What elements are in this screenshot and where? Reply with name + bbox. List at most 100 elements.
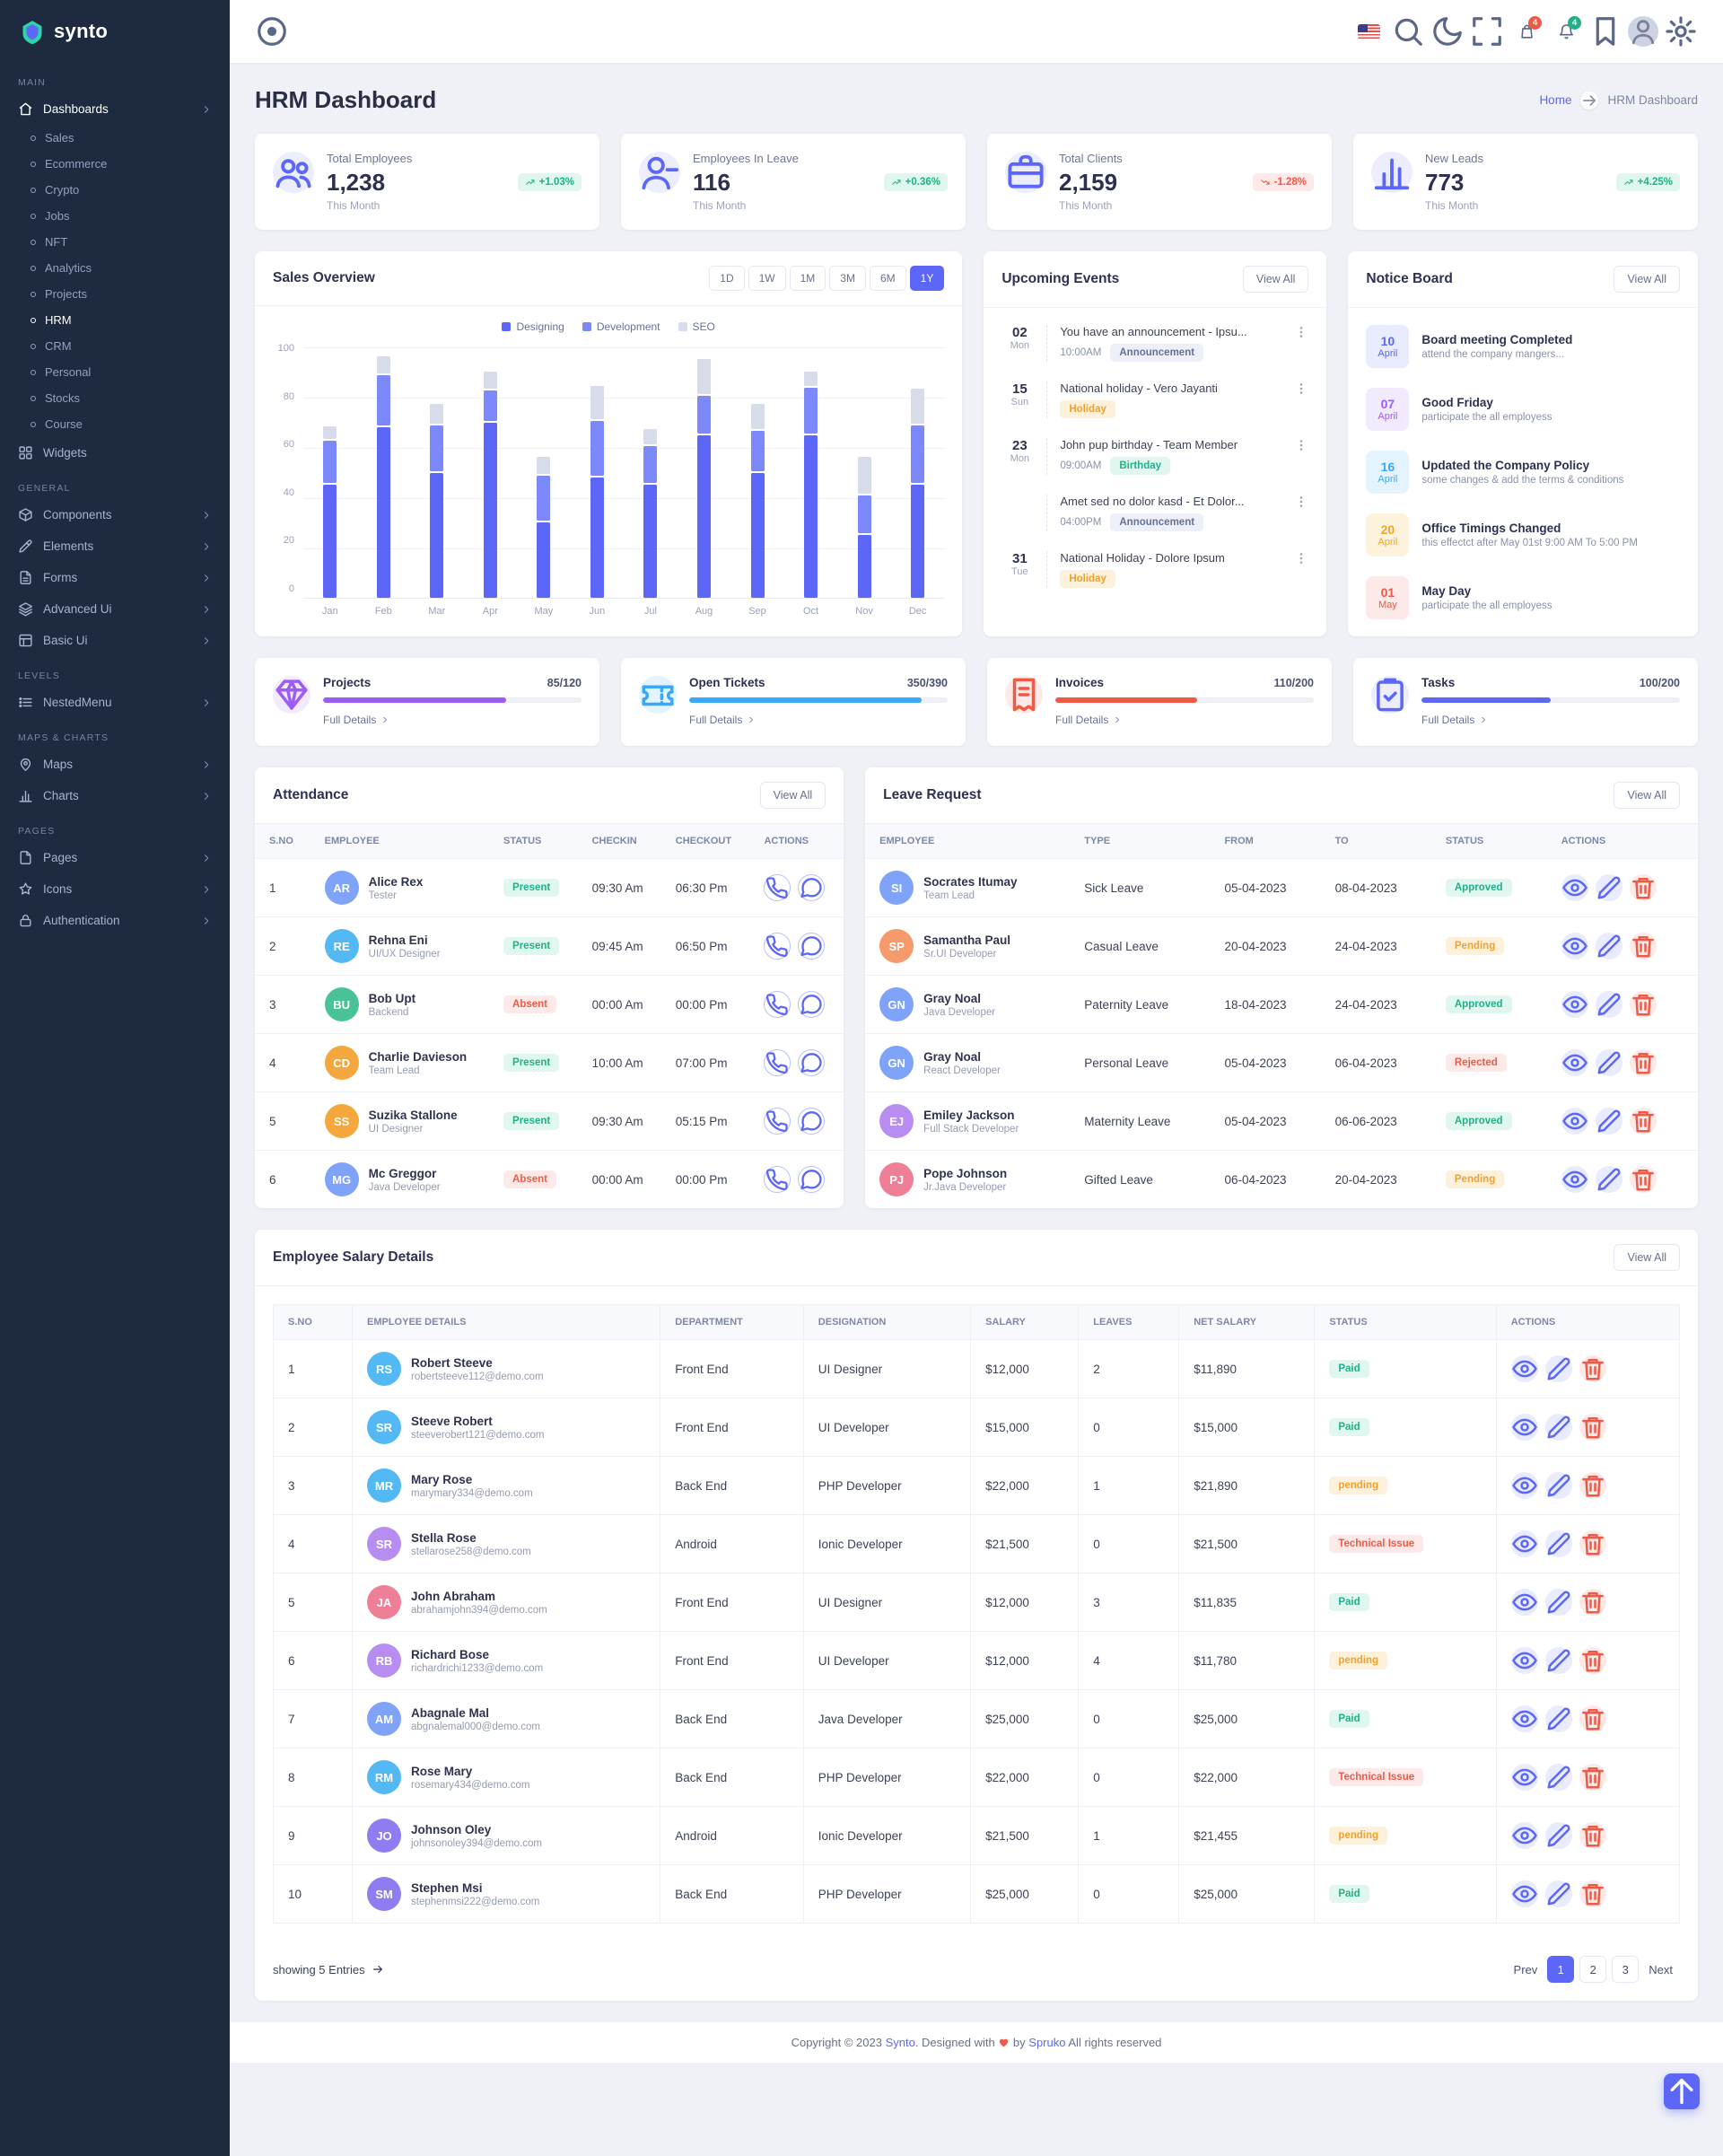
kebab-menu-icon[interactable] xyxy=(1294,495,1308,509)
edit-button[interactable] xyxy=(1544,1880,1572,1907)
sidebar-item[interactable]: Maps xyxy=(0,749,230,780)
sidebar-item[interactable]: Basic Ui xyxy=(0,625,230,656)
delete-button[interactable] xyxy=(1579,1647,1606,1674)
brand[interactable]: synto xyxy=(0,0,230,63)
edit-button[interactable] xyxy=(1544,1822,1572,1849)
sidebar-item[interactable]: Pages xyxy=(0,842,230,873)
full-details-link[interactable]: Full Details xyxy=(323,714,389,726)
delete-button[interactable] xyxy=(1579,1589,1606,1616)
cart-button[interactable]: 4 xyxy=(1509,14,1544,48)
view-button[interactable] xyxy=(1510,1414,1538,1441)
delete-button[interactable] xyxy=(1579,1764,1606,1791)
sidebar-subitem[interactable]: NFT xyxy=(0,229,230,255)
view-all-button[interactable]: View All xyxy=(1614,266,1680,293)
edit-button[interactable] xyxy=(1544,1764,1572,1791)
call-button[interactable] xyxy=(764,933,792,960)
sidebar-item[interactable]: NestedMenu xyxy=(0,687,230,718)
bookmark-button[interactable] xyxy=(1588,14,1622,48)
sidebar-toggle-button[interactable] xyxy=(255,14,289,48)
edit-button[interactable] xyxy=(1595,874,1622,901)
view-button[interactable] xyxy=(1510,1705,1538,1732)
call-button[interactable] xyxy=(764,991,792,1018)
view-button[interactable] xyxy=(1561,1108,1588,1135)
range-button[interactable]: 1D xyxy=(709,266,745,291)
kebab-menu-icon[interactable] xyxy=(1294,438,1308,452)
view-button[interactable] xyxy=(1510,1647,1538,1674)
sidebar-subitem[interactable]: Crypto xyxy=(0,177,230,203)
delete-button[interactable] xyxy=(1629,1166,1657,1193)
message-button[interactable] xyxy=(798,1108,826,1135)
sidebar-subitem[interactable]: Ecommerce xyxy=(0,151,230,177)
sidebar-item[interactable]: Components xyxy=(0,499,230,530)
sidebar-item[interactable]: Dashboards xyxy=(0,93,230,125)
kebab-menu-icon[interactable] xyxy=(1294,325,1308,339)
sidebar-subitem[interactable]: HRM xyxy=(0,307,230,333)
view-button[interactable] xyxy=(1510,1530,1538,1557)
language-flag-button[interactable] xyxy=(1351,14,1386,48)
message-button[interactable] xyxy=(798,933,826,960)
range-button[interactable]: 1Y xyxy=(909,266,945,291)
pagination-next[interactable]: Next xyxy=(1649,1962,1673,1976)
view-button[interactable] xyxy=(1561,991,1588,1018)
view-all-button[interactable]: View All xyxy=(1242,266,1309,293)
view-all-button[interactable]: View All xyxy=(1614,782,1680,809)
pagination-prev[interactable]: Prev xyxy=(1513,1962,1538,1976)
full-details-link[interactable]: Full Details xyxy=(1055,714,1122,726)
sidebar-subitem[interactable]: Personal xyxy=(0,359,230,385)
sidebar-item[interactable]: Icons xyxy=(0,873,230,905)
delete-button[interactable] xyxy=(1629,1049,1657,1076)
view-button[interactable] xyxy=(1561,933,1588,960)
sidebar-subitem[interactable]: Sales xyxy=(0,125,230,151)
sidebar-subitem[interactable]: CRM xyxy=(0,333,230,359)
spruko-link[interactable]: Spruko xyxy=(1028,2036,1066,2049)
notifications-button[interactable]: 4 xyxy=(1549,14,1583,48)
delete-button[interactable] xyxy=(1629,933,1657,960)
view-button[interactable] xyxy=(1561,1166,1588,1193)
settings-button[interactable] xyxy=(1664,14,1698,48)
pagination-page[interactable]: 3 xyxy=(1612,1956,1640,1983)
view-button[interactable] xyxy=(1510,1764,1538,1791)
call-button[interactable] xyxy=(764,1108,792,1135)
edit-button[interactable] xyxy=(1544,1414,1572,1441)
delete-button[interactable] xyxy=(1629,874,1657,901)
edit-button[interactable] xyxy=(1544,1355,1572,1382)
sidebar-item[interactable]: Advanced Ui xyxy=(0,593,230,625)
delete-button[interactable] xyxy=(1579,1822,1606,1849)
dark-mode-button[interactable] xyxy=(1430,14,1465,48)
edit-button[interactable] xyxy=(1544,1705,1572,1732)
delete-button[interactable] xyxy=(1579,1705,1606,1732)
range-button[interactable]: 3M xyxy=(829,266,866,291)
synto-link[interactable]: Synto xyxy=(885,2036,915,2049)
breadcrumb-home-link[interactable]: Home xyxy=(1539,93,1572,107)
view-button[interactable] xyxy=(1510,1355,1538,1382)
message-button[interactable] xyxy=(798,1049,826,1076)
delete-button[interactable] xyxy=(1629,1108,1657,1135)
edit-button[interactable] xyxy=(1544,1530,1572,1557)
range-button[interactable]: 1M xyxy=(789,266,827,291)
kebab-menu-icon[interactable] xyxy=(1294,381,1308,396)
delete-button[interactable] xyxy=(1579,1414,1606,1441)
kebab-menu-icon[interactable] xyxy=(1294,551,1308,565)
user-avatar[interactable] xyxy=(1628,16,1658,47)
delete-button[interactable] xyxy=(1579,1530,1606,1557)
full-details-link[interactable]: Full Details xyxy=(1421,714,1488,726)
sidebar-item[interactable]: Widgets xyxy=(0,437,230,469)
view-button[interactable] xyxy=(1561,1049,1588,1076)
sidebar-subitem[interactable]: Course xyxy=(0,411,230,437)
call-button[interactable] xyxy=(764,1049,792,1076)
edit-button[interactable] xyxy=(1595,1108,1622,1135)
edit-button[interactable] xyxy=(1595,1049,1622,1076)
edit-button[interactable] xyxy=(1595,1166,1622,1193)
scroll-top-button[interactable] xyxy=(1664,2073,1700,2109)
call-button[interactable] xyxy=(764,874,792,901)
view-button[interactable] xyxy=(1561,874,1588,901)
edit-button[interactable] xyxy=(1544,1589,1572,1616)
view-all-button[interactable]: View All xyxy=(1614,1244,1680,1271)
view-button[interactable] xyxy=(1510,1589,1538,1616)
sidebar-item[interactable]: Elements xyxy=(0,530,230,562)
edit-button[interactable] xyxy=(1544,1472,1572,1499)
call-button[interactable] xyxy=(764,1166,792,1193)
message-button[interactable] xyxy=(798,874,826,901)
delete-button[interactable] xyxy=(1579,1355,1606,1382)
sidebar-subitem[interactable]: Projects xyxy=(0,281,230,307)
